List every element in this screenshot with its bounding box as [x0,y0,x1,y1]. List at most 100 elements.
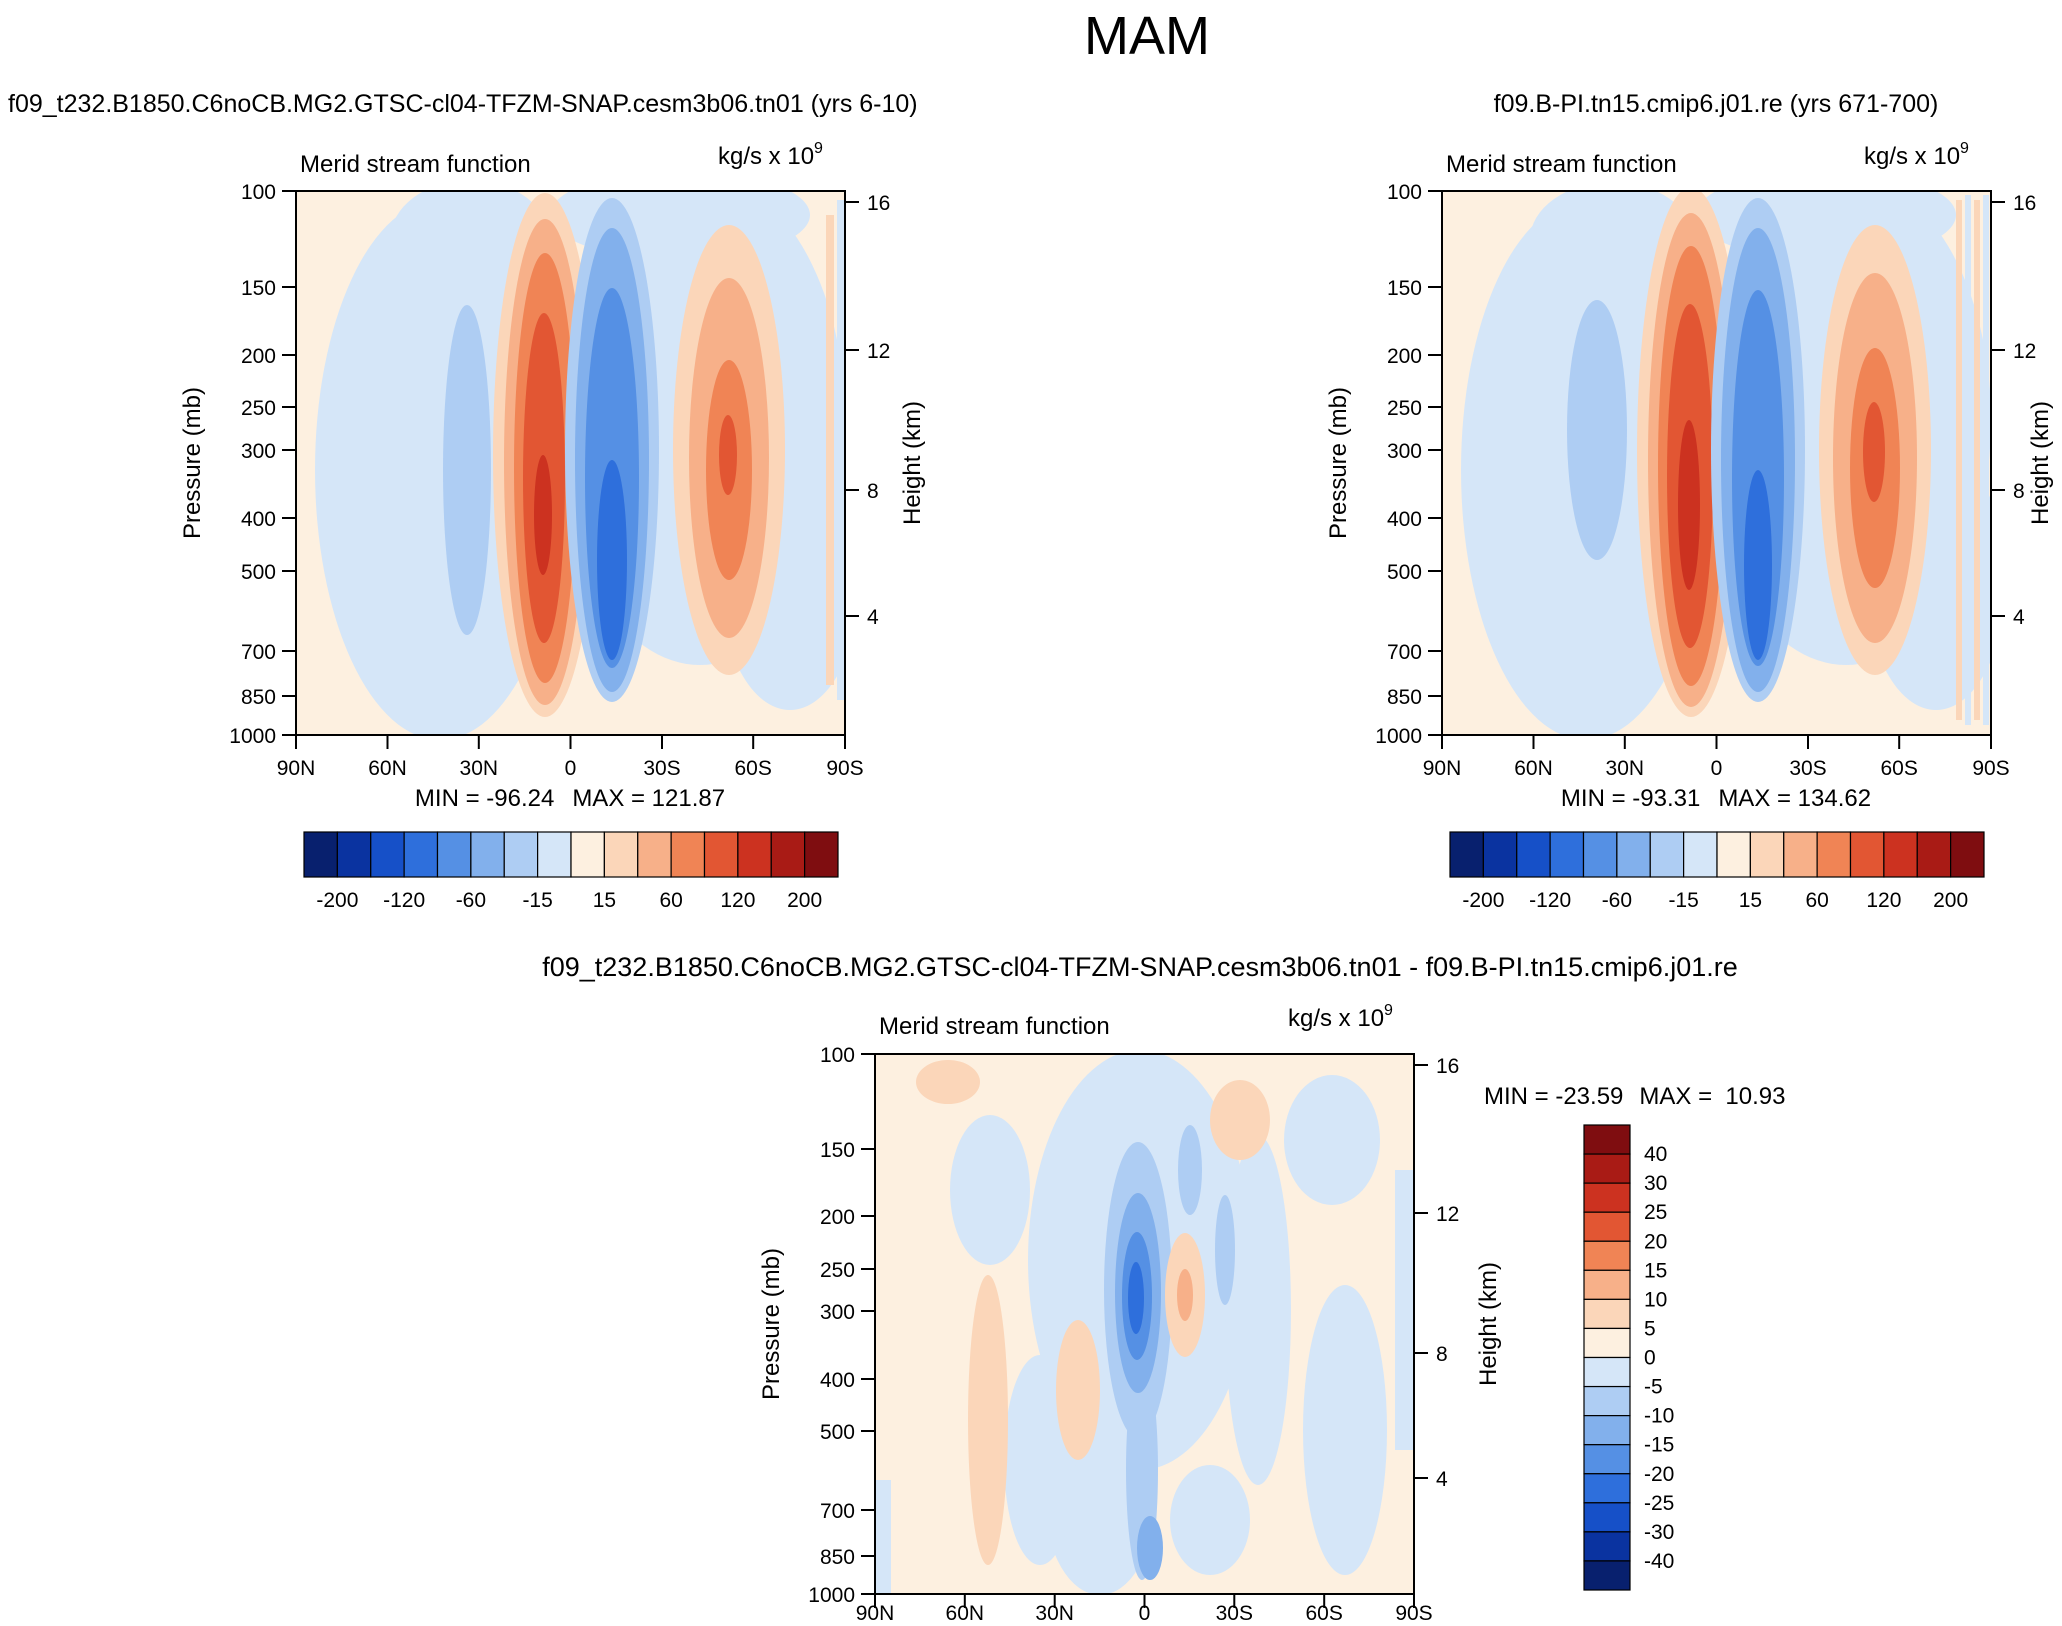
contour-region [1178,1125,1202,1215]
tick-label: 90S [1972,757,2009,780]
colorbar-segment [1583,1211,1631,1242]
pressure-axis-labels-right: 100 150 200 250 300 400 500 700 850 1000 [1375,181,1422,748]
tick-label: 8 [1436,1343,1448,1366]
colorbar-tick-label: 10 [1644,1288,1667,1311]
colorbar-tick-label: 25 [1644,1201,1667,1224]
tick-label: 90N [1423,757,1462,780]
colorbar-segment [1583,1124,1631,1155]
tick-label: 16 [1436,1055,1459,1078]
colorbar-segment [1583,1444,1631,1475]
tick-label: 700 [1387,641,1422,664]
field-label-diff: Merid stream function [879,1013,1110,1040]
colorbar-segment [1950,831,1985,878]
colorbar-tick-label: -10 [1644,1405,1674,1428]
colorbar-segment [1816,831,1852,878]
colorbar-segment [1616,831,1651,878]
colorbar-segment [1549,831,1585,878]
contour-region [1965,195,1971,725]
units-exponent: 9 [1960,140,1969,157]
tick-label: 250 [1387,397,1422,420]
pressure-axis-labels-left: 100 150 200 250 300 400 500 700 850 1000 [229,181,276,748]
tick-label: 400 [241,508,276,531]
colorbar-segment [1582,831,1618,878]
colorbar-tick-label: 30 [1644,1172,1667,1195]
tick-label: 90S [1395,1602,1432,1625]
tick-label: 200 [1387,345,1422,368]
min-value: MIN = -93.31 [1561,785,1700,812]
tick-label: 100 [820,1044,855,1067]
tick-label: 60N [1514,757,1553,780]
colorbar-tick-label: -15 [522,889,552,912]
colorbar-segment [637,831,672,878]
tick-label: 150 [1387,277,1422,300]
pressure-axis-title-right: Pressure (mb) [1325,387,1352,539]
colorbar-tick-label: -20 [1644,1463,1674,1486]
tick-label: 1000 [1375,725,1422,748]
colorbar-segment [1583,1327,1631,1359]
tick-label: 500 [1387,561,1422,584]
tick-label: 400 [1387,508,1422,531]
units-base: kg/s x 10 [718,143,814,170]
contour-region [443,305,491,635]
colorbar-tick-label: -120 [1529,889,1571,912]
units-exponent: 9 [814,140,823,157]
tick-label: 60S [735,757,772,780]
contour-region [1210,1080,1270,1160]
contour-region [1177,1269,1193,1321]
colorbar-segment [737,831,772,878]
colorbar-segment [1583,1153,1631,1184]
colorbar-diff: 40 30 25 20 15 10 5 0 -5 -10 -15 -20 -25 -30 -40 [1583,1124,1674,1591]
contour-region [1303,1285,1387,1575]
colorbar-segment [1749,831,1785,878]
tick-label: 30S [1216,1602,1253,1625]
case-title-left: f09_t232.B1850.C6noCB.MG2.GTSC-cl04-TFZM… [8,90,918,118]
colorbar-segment [1916,831,1952,878]
tick-label: 12 [867,340,890,363]
latitude-axis-ticks [295,735,846,749]
latitude-axis-labels-left: 90N 60N 30N 0 30S 60S 90S [277,757,864,780]
tick-label: 200 [241,345,276,368]
colorbar-tick-label: -60 [1602,889,1632,912]
colorbar-segment [470,831,505,878]
colorbar-segment [336,831,372,878]
pressure-axis-ticks [861,1053,875,1595]
contour-region [1744,470,1772,660]
tick-label: 4 [1436,1468,1448,1491]
contour-region [1128,1262,1144,1334]
tick-label: 850 [820,1546,855,1569]
contour-region [534,455,552,575]
minmax-diff: MIN = -23.59 MAX = 10.93 [1484,1083,1786,1110]
height-axis-ticks [845,201,859,617]
contour-region [1215,1195,1235,1305]
height-axis-ticks [1414,1064,1428,1479]
tick-label: 700 [820,1500,855,1523]
contour-region [1137,1516,1163,1580]
colorbar-tick-label: -30 [1644,1521,1674,1544]
colorbar-segment [603,831,639,878]
colorbar-segment [1583,1531,1631,1562]
contour-field-left [296,191,845,735]
latitude-axis-ticks [1441,735,1992,749]
colorbar-right: -200 -120 -60 -15 15 60 120 200 [1449,831,1985,912]
latitude-axis-ticks [874,1594,1415,1608]
colorbar-tick-label: -200 [1462,889,1504,912]
tick-label: 0 [565,757,577,780]
colorbar-tick-label: 60 [659,889,682,912]
contour-region [837,200,845,700]
minmax-left: MIN = -96.24 MAX = 121.87 [415,785,725,812]
units-base: kg/s x 10 [1864,143,1960,170]
tick-label: 850 [1387,686,1422,709]
colorbar-tick-label: -15 [1668,889,1698,912]
colorbar-tick-label: -60 [456,889,486,912]
contour-region [968,1275,1008,1565]
contour-region [719,415,737,495]
units-base: kg/s x 10 [1288,1005,1384,1032]
tick-label: 500 [241,561,276,584]
max-value: MAX = 10.93 [1639,1083,1785,1110]
colorbar-segment [1583,1473,1631,1504]
contour-region [1983,195,1989,725]
colorbar-segment [1516,831,1551,878]
contour-region [950,1115,1030,1265]
tick-label: 150 [820,1139,855,1162]
